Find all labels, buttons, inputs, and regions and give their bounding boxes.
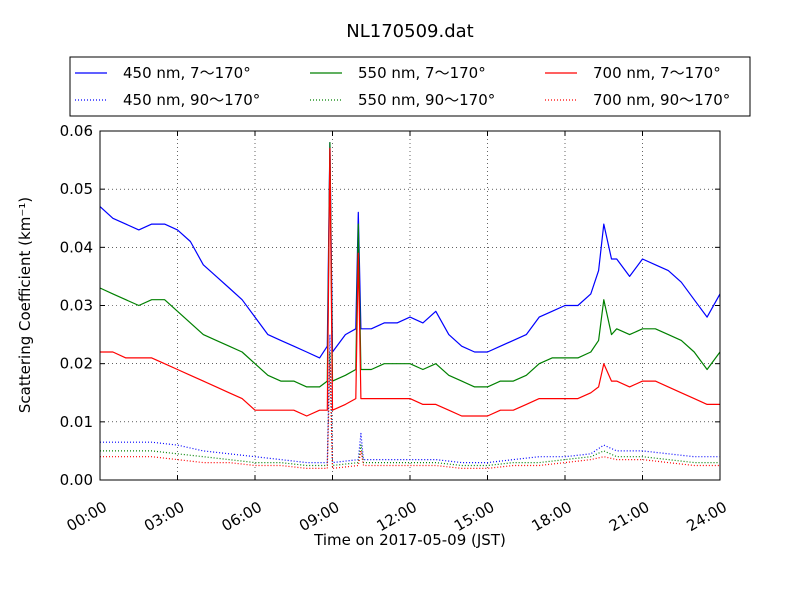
y-tick-label: 0.03 — [60, 297, 93, 315]
legend-label-4: 550 nm, 90～170° — [358, 91, 495, 109]
legend-box — [69, 56, 751, 117]
x-tick-label: 03:00 — [141, 498, 187, 535]
legend-label-2: 700 nm, 7～170° — [593, 64, 721, 82]
y-tick-label: 0.01 — [60, 413, 93, 431]
legend-label-3: 450 nm, 90～170° — [123, 91, 260, 109]
x-tick-label: 12:00 — [374, 498, 420, 535]
y-tick-label: 0.02 — [60, 355, 93, 373]
legend-label-1: 550 nm, 7～170° — [358, 64, 486, 82]
series-layer — [99, 142, 721, 469]
x-tick-label: 18:00 — [529, 498, 575, 535]
series-line-1 — [99, 142, 721, 388]
y-axis-label: Scattering Coefficient (km⁻¹) — [16, 197, 34, 413]
legend-label-0: 450 nm, 7～170° — [123, 64, 251, 82]
x-tick-label: 09:00 — [296, 498, 342, 535]
x-tick-label: 15:00 — [451, 498, 497, 535]
series-line-0 — [99, 142, 721, 359]
y-tick-label: 0.06 — [60, 122, 93, 140]
y-tick-label: 0.05 — [60, 180, 93, 198]
legend: 450 nm, 7～170° 550 nm, 7～170° 700 nm, 7～17… — [69, 56, 751, 117]
x-tick-label: 21:00 — [606, 498, 652, 535]
plot-area: 00:00 03:00 06:00 09:00 12:00 15:00 18:00 21:00… — [60, 122, 730, 535]
x-axis-label: Time on 2017-05-09 (JST) — [313, 531, 506, 549]
series-line-3 — [100, 334, 720, 464]
x-tick-label: 24:00 — [684, 498, 730, 535]
y-tick-label: 0.04 — [60, 238, 93, 256]
chart-title: NL170509.dat — [346, 21, 473, 42]
x-tick-label: 06:00 — [219, 498, 265, 535]
series-line-2 — [100, 147, 720, 417]
legend-label-5: 700 nm, 90～170° — [593, 91, 730, 109]
x-tick-label: 00:00 — [64, 498, 110, 535]
y-tick-label: 0.00 — [60, 471, 93, 489]
